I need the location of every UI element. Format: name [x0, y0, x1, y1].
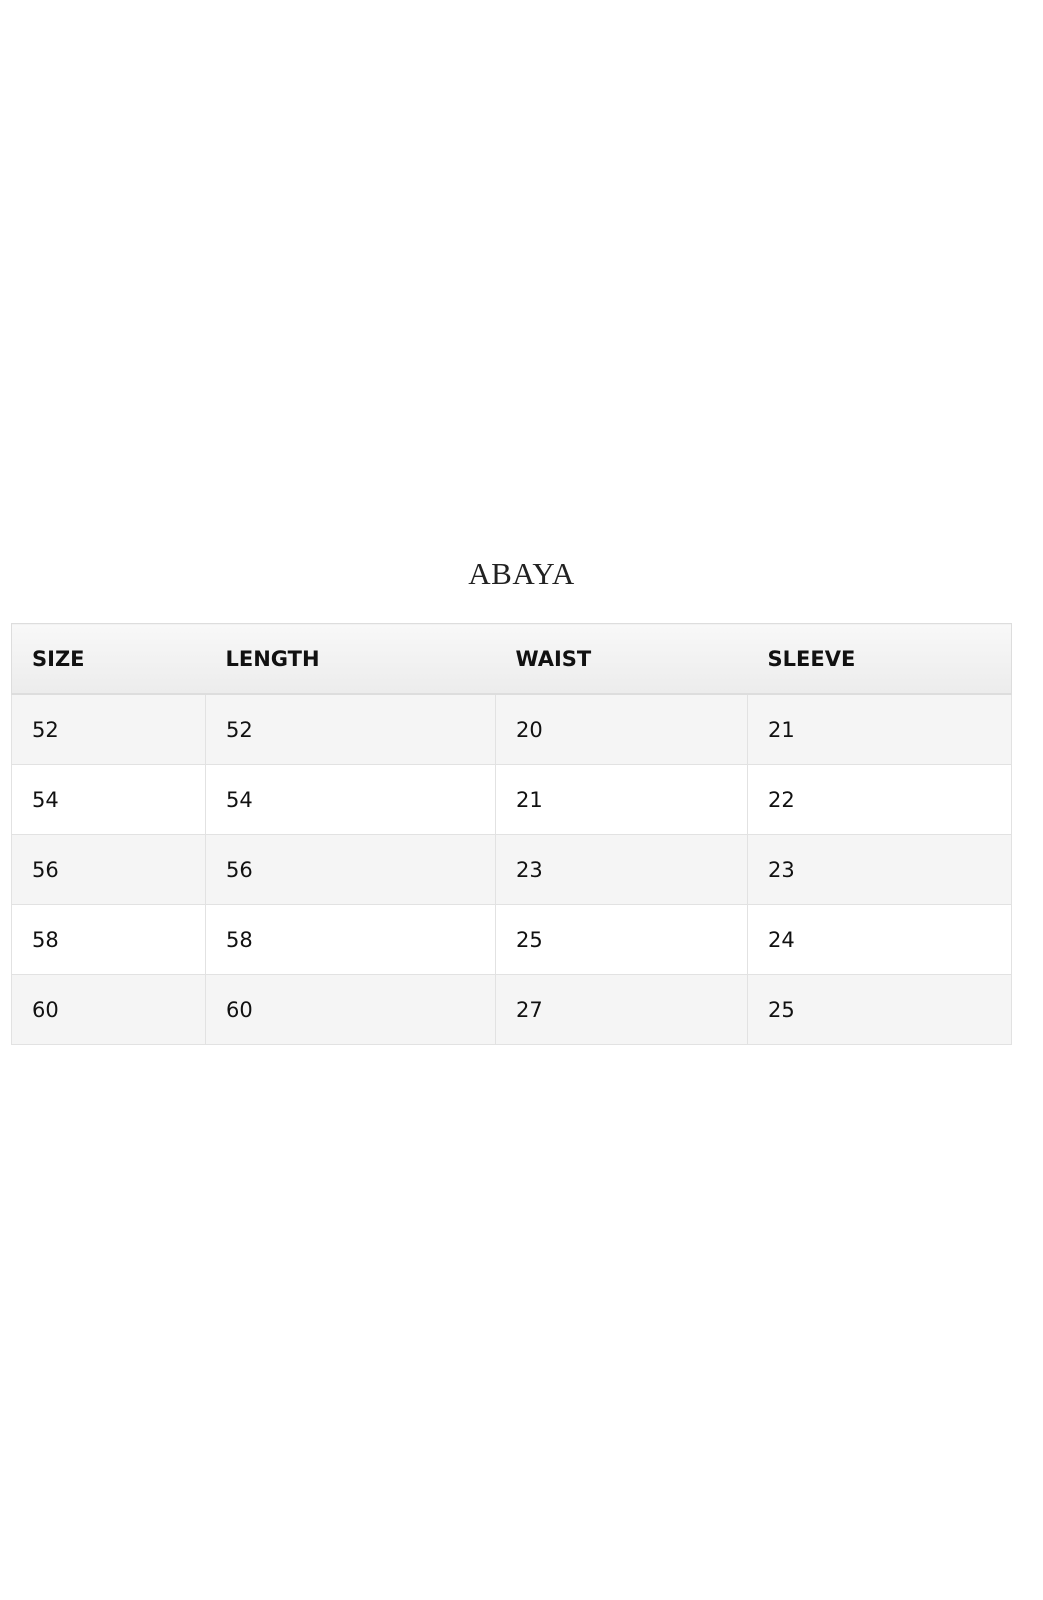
table-cell-length: 60 [205, 974, 496, 1045]
table-cell-sleeve: 22 [747, 764, 1012, 835]
size-chart-title: ABAYA [468, 556, 575, 591]
table-row: 54 54 21 22 [11, 764, 1012, 835]
table-cell-waist: 21 [495, 764, 748, 835]
table-cell-size: 56 [11, 834, 206, 905]
column-header-waist: WAIST [495, 623, 748, 695]
table-cell-size: 54 [11, 764, 206, 835]
table-cell-sleeve: 23 [747, 834, 1012, 905]
table-row: 58 58 25 24 [11, 904, 1012, 975]
size-chart-table: SIZE LENGTH WAIST SLEEVE 52 52 20 21 54 54 21 22 56… [11, 623, 1012, 1045]
table-cell-length: 58 [205, 904, 496, 975]
table-cell-waist: 23 [495, 834, 748, 905]
table-row: 60 60 27 25 [11, 974, 1012, 1045]
table-cell-sleeve: 21 [747, 693, 1012, 765]
table-cell-sleeve: 24 [747, 904, 1012, 975]
table-header-row: SIZE LENGTH WAIST SLEEVE [11, 623, 1012, 695]
table-row: 56 56 23 23 [11, 834, 1012, 905]
table-cell-length: 56 [205, 834, 496, 905]
table-row: 52 52 20 21 [11, 693, 1012, 765]
table-cell-length: 54 [205, 764, 496, 835]
column-header-sleeve: SLEEVE [747, 623, 1012, 695]
table-cell-waist: 27 [495, 974, 748, 1045]
table-cell-length: 52 [205, 693, 496, 765]
table-cell-size: 52 [11, 693, 206, 765]
column-header-size: SIZE [11, 623, 206, 695]
table-cell-waist: 25 [495, 904, 748, 975]
table-cell-size: 60 [11, 974, 206, 1045]
table-cell-size: 58 [11, 904, 206, 975]
column-header-length: LENGTH [205, 623, 496, 695]
table-cell-sleeve: 25 [747, 974, 1012, 1045]
table-cell-waist: 20 [495, 693, 748, 765]
